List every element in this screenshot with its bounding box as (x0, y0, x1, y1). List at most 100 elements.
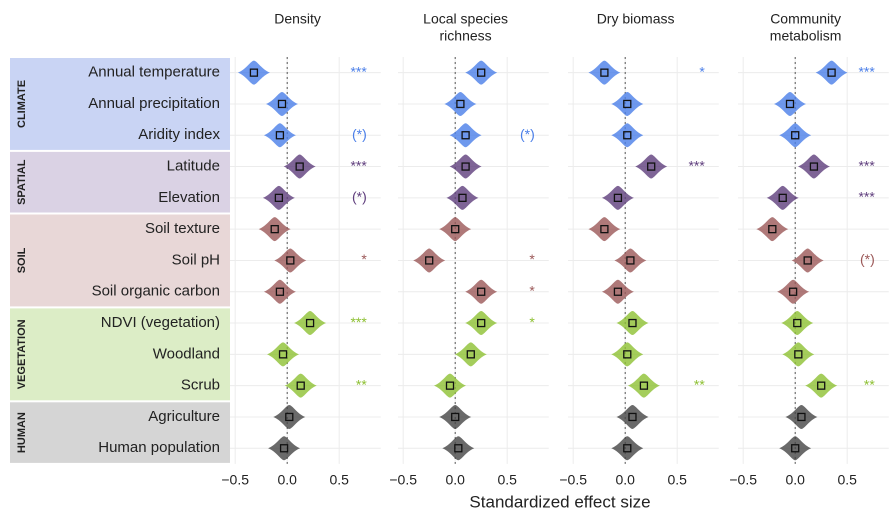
violin (781, 311, 814, 336)
estimate-marker (778, 193, 787, 203)
estimate-marker (827, 68, 836, 77)
violin (237, 60, 270, 85)
estimate-marker (626, 256, 635, 265)
estimate-marker (477, 318, 486, 328)
x-tick-label: 0.5 (837, 472, 857, 488)
estimate-marker (623, 350, 632, 359)
significance-label: *** (350, 157, 367, 173)
group-band (10, 308, 230, 401)
violin (756, 217, 789, 242)
estimate-marker (797, 412, 806, 422)
violin (258, 217, 291, 242)
estimate-marker (296, 381, 305, 390)
estimate-marker (623, 131, 632, 140)
x-tick-label: −0.5 (221, 472, 249, 488)
group-label: SOIL (16, 247, 28, 273)
category-label: Woodland (153, 345, 220, 362)
violin (449, 123, 482, 148)
estimate-marker (270, 224, 279, 234)
violin (611, 91, 644, 116)
significance-label: * (361, 251, 367, 267)
estimate-marker (613, 287, 623, 296)
estimate-marker (456, 99, 465, 109)
group-label: SPATIAL (16, 159, 28, 205)
estimate-marker (285, 412, 294, 422)
violin (588, 217, 621, 242)
group-label: CLIMATE (16, 80, 28, 128)
violin (779, 436, 812, 461)
estimate-marker (249, 68, 259, 77)
x-tick-label: 0.0 (615, 472, 635, 488)
estimate-marker (274, 193, 284, 203)
category-label: Scrub (181, 377, 220, 394)
violin (774, 91, 806, 116)
estimate-marker (461, 162, 470, 171)
estimate-marker (613, 193, 623, 203)
panel-title: metabolism (770, 28, 842, 44)
violin (791, 248, 824, 273)
significance-label: (*) (860, 251, 875, 267)
violin (263, 279, 296, 304)
violin (465, 60, 498, 85)
violin (465, 279, 498, 304)
x-tick-label: −0.5 (389, 472, 417, 488)
estimate-marker (794, 350, 803, 359)
significance-label: * (529, 314, 535, 330)
x-tick-label: 0.0 (445, 472, 465, 488)
violin (782, 342, 815, 367)
estimate-marker (451, 412, 460, 422)
estimate-marker (445, 381, 455, 390)
estimate-marker (809, 162, 819, 171)
violin (627, 373, 660, 398)
violin (766, 185, 799, 210)
violin (616, 311, 649, 336)
significance-label: * (529, 282, 535, 298)
category-label: Annual temperature (88, 64, 220, 81)
estimate-marker (600, 68, 609, 77)
estimate-marker (791, 131, 800, 140)
significance-label: (*) (352, 189, 367, 205)
estimate-marker (454, 444, 463, 453)
estimate-marker (286, 256, 295, 265)
significance-label: ** (356, 376, 367, 392)
significance-label: ** (694, 376, 705, 392)
estimate-marker (628, 412, 637, 422)
violin (283, 154, 316, 179)
violin (444, 91, 477, 116)
panel-title: Dry biomass (597, 11, 675, 27)
x-tick-label: 0.5 (667, 472, 687, 488)
significance-label: *** (350, 63, 367, 79)
significance-label: *** (688, 157, 705, 173)
violin (611, 123, 644, 148)
group-band (10, 214, 230, 307)
category-label: NDVI (vegetation) (101, 314, 220, 331)
violin (779, 123, 812, 148)
violin (449, 154, 482, 179)
violin (611, 436, 644, 461)
estimate-marker (466, 350, 475, 359)
violin (454, 342, 487, 367)
estimate-marker (623, 444, 632, 453)
category-label: Latitude (167, 158, 220, 175)
violin (815, 60, 848, 85)
violin (266, 91, 298, 116)
category-label: Soil pH (172, 251, 220, 268)
estimate-marker (477, 287, 486, 296)
estimate-marker (278, 350, 288, 359)
estimate-marker (279, 444, 289, 453)
significance-label: *** (350, 314, 367, 330)
violin (294, 311, 327, 336)
violin (284, 373, 317, 398)
estimate-marker (791, 444, 800, 453)
estimate-marker (461, 131, 470, 140)
estimate-marker (785, 99, 795, 109)
violin (439, 217, 472, 242)
violin (465, 311, 498, 336)
significance-label: * (529, 251, 535, 267)
panel-title: Density (274, 11, 321, 27)
significance-label: * (699, 63, 705, 79)
group-label: VEGETATION (16, 319, 28, 389)
x-tick-label: 0.0 (277, 472, 297, 488)
estimate-marker (275, 131, 285, 140)
group-band (10, 151, 230, 213)
